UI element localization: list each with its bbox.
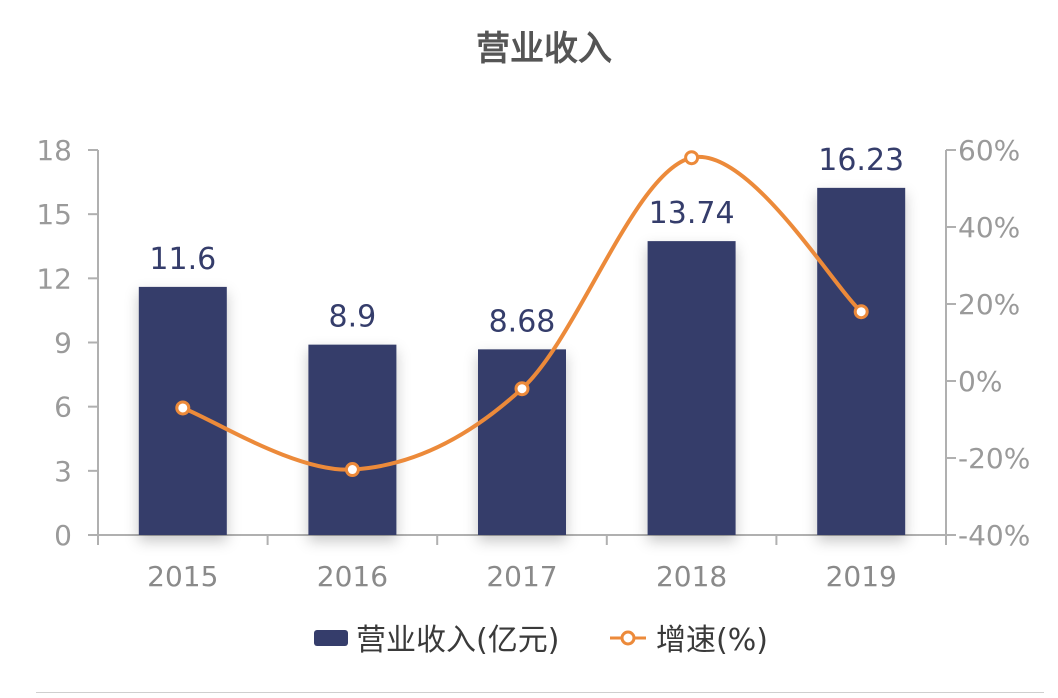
right-tick-label: 60% — [958, 134, 1020, 167]
x-tick-label: 2015 — [147, 560, 218, 593]
chart-title: 营业收入 — [476, 29, 612, 69]
data-labels: 11.6 8.9 8.68 13.74 16.23 — [149, 143, 904, 339]
left-tick-label: 15 — [36, 198, 72, 231]
growth-point — [175, 400, 191, 416]
left-tick-label: 9 — [54, 327, 72, 360]
bar — [817, 187, 906, 535]
bar-value-label: 8.9 — [329, 300, 377, 335]
bar — [647, 241, 736, 535]
growth-point — [514, 381, 530, 397]
legend: 营业收入(亿元) 增速(%) — [314, 623, 768, 658]
bar-value-label: 11.6 — [149, 242, 216, 277]
growth-point — [344, 462, 360, 478]
legend-label-revenue: 营业收入(亿元) — [356, 623, 559, 658]
bar — [478, 349, 566, 535]
right-tick-label: -20% — [958, 442, 1030, 475]
left-tick-label: 3 — [54, 455, 72, 488]
bars — [138, 187, 906, 535]
right-tick-label: 40% — [958, 211, 1020, 244]
x-tick-label: 2017 — [486, 560, 557, 593]
left-tick-label: 12 — [36, 262, 72, 295]
legend-label-growth: 增速(%) — [656, 623, 768, 658]
legend-marker-icon — [620, 630, 636, 646]
left-tick-label: 0 — [54, 519, 72, 552]
bar-value-label: 8.68 — [489, 304, 556, 339]
x-tick-label: 2019 — [826, 560, 897, 593]
right-tick-label: 20% — [958, 288, 1020, 321]
bottom-divider — [36, 692, 1044, 693]
x-tick-label: 2018 — [656, 560, 727, 593]
left-tick-label: 18 — [36, 134, 72, 167]
growth-line-path — [182, 154, 863, 472]
growth-point — [684, 150, 700, 166]
right-tick-label: -40% — [958, 519, 1030, 552]
bar — [308, 344, 397, 535]
x-tick-label: 2016 — [317, 560, 388, 593]
legend-bar-swatch — [314, 630, 348, 646]
bar-value-label: 16.23 — [818, 143, 904, 178]
bar-value-label: 13.74 — [649, 196, 735, 231]
growth-line — [175, 150, 869, 478]
right-tick-label: 0% — [958, 365, 1002, 398]
axes: 0 3 6 9 12 15 18 -40% -20% 0% 20% 40% 60% 2015 2016 201… — [36, 134, 1030, 593]
left-tick-label: 6 — [54, 391, 72, 424]
growth-point — [853, 304, 869, 320]
